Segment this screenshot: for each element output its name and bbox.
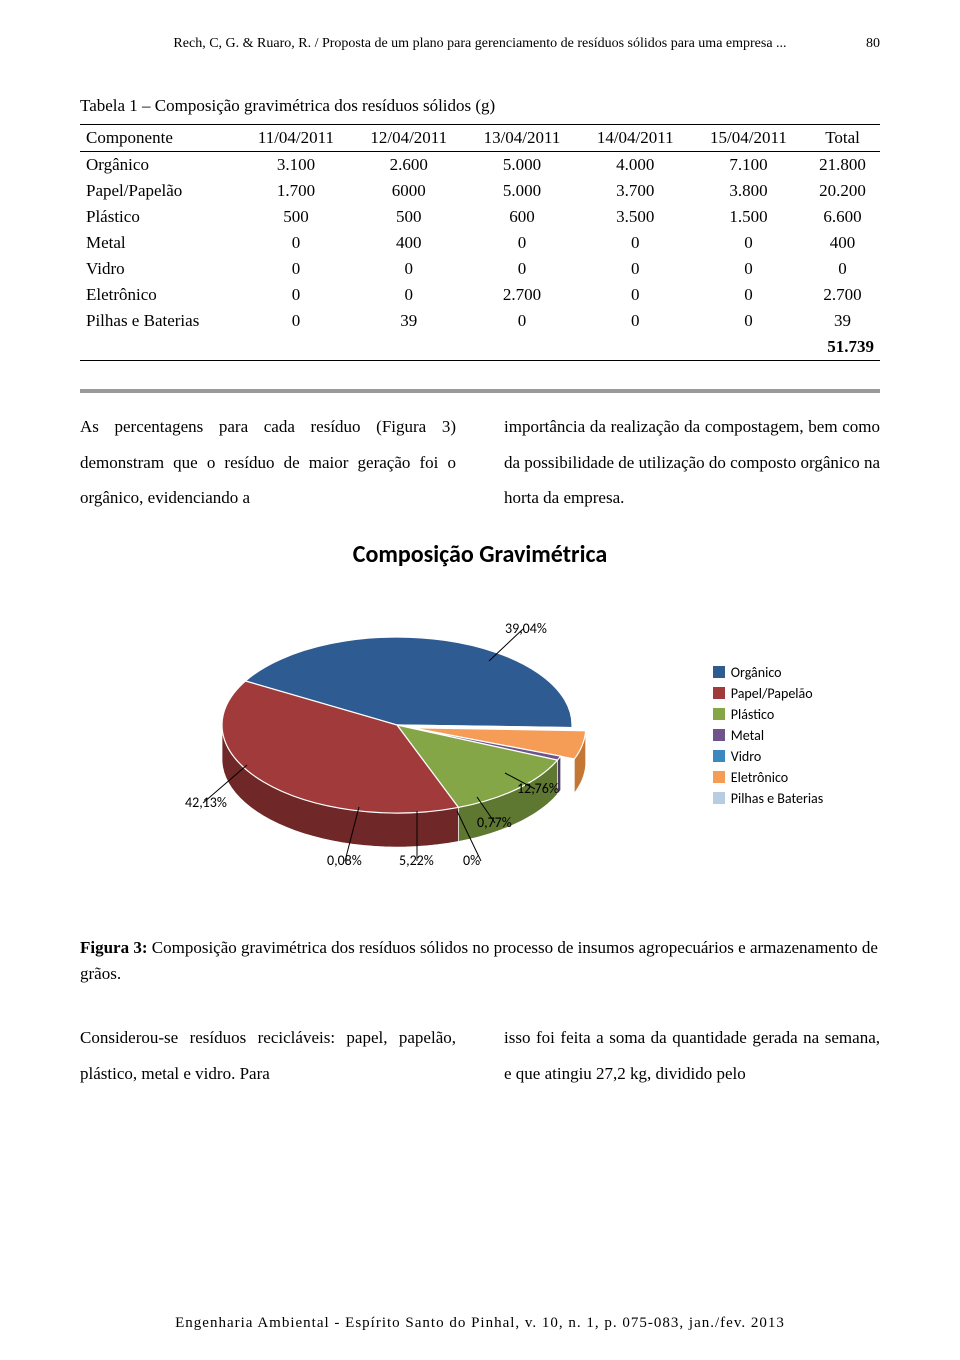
table-header: Componente (80, 125, 240, 152)
chart-title: Composição Gravimétrica (80, 540, 880, 569)
legend-item: Vidro (713, 748, 823, 765)
table-header: 13/04/2011 (465, 125, 578, 152)
legend-item: Pilhas e Baterias (713, 790, 823, 807)
legend-label: Eletrônico (731, 769, 788, 786)
legend-label: Metal (731, 727, 764, 744)
legend-swatch (713, 687, 725, 699)
legend-label: Papel/Papelão (731, 685, 813, 702)
legend-item: Eletrônico (713, 769, 823, 786)
chart-label: 0,08% (327, 852, 362, 869)
legend-swatch (713, 708, 725, 720)
table-row: Pilhas e Baterias03900039 (80, 308, 880, 334)
data-table: Componente11/04/201112/04/201113/04/2011… (80, 124, 880, 361)
legend-label: Vidro (731, 748, 762, 765)
table-header: 11/04/2011 (240, 125, 352, 152)
chart-legend: Orgânico Papel/Papelão Plástico Metal Vidro E… (713, 660, 823, 811)
table-row: Plástico5005006003.5001.5006.600 (80, 204, 880, 230)
legend-label: Plástico (731, 706, 774, 723)
running-head-text: Rech, C, G. & Ruaro, R. / Proposta de um… (173, 36, 786, 52)
legend-item: Papel/Papelão (713, 685, 823, 702)
legend-item: Plástico (713, 706, 823, 723)
table-total-row: 51.739 (80, 334, 880, 361)
page-number: 80 (866, 36, 880, 52)
chart-label: 0% (463, 852, 480, 869)
para-right: importância da realização da compostagem… (504, 409, 880, 516)
table-title: Tabela 1 – Composição gravimétrica dos r… (80, 96, 880, 116)
figure-caption: Figura 3: Composição gravimétrica dos re… (80, 935, 880, 986)
chart-label: 42,13% (185, 794, 227, 811)
chart: Composição Gravimétrica 42,13% 0,08% 5,22%… (80, 540, 880, 895)
table-row: Papel/Papelão1.70060005.0003.7003.80020.… (80, 178, 880, 204)
legend-swatch (713, 729, 725, 741)
table-row: Orgânico3.1002.6005.0004.0007.10021.800 (80, 152, 880, 179)
legend-label: Pilhas e Baterias (731, 790, 823, 807)
legend-label: Orgânico (731, 664, 782, 681)
chart-label: 39,04% (505, 620, 547, 637)
legend-item: Metal (713, 727, 823, 744)
para2-left: Considerou-se resíduos recicláveis: pape… (80, 1020, 456, 1091)
table-row: Vidro000000 (80, 256, 880, 282)
legend-swatch (713, 792, 725, 804)
table-header: 14/04/2011 (579, 125, 692, 152)
figure-caption-text: Composição gravimétrica dos resíduos sól… (80, 938, 878, 983)
table-header: 15/04/2011 (692, 125, 805, 152)
legend-swatch (713, 771, 725, 783)
paragraph-columns: As percentagens para cada resíduo (Figur… (80, 409, 880, 516)
page-footer: Engenharia Ambiental - Espírito Santo do… (0, 1315, 960, 1332)
table-row: Metal0400000400 (80, 230, 880, 256)
paragraph-columns-2: Considerou-se resíduos recicláveis: pape… (80, 1020, 880, 1091)
chart-label: 5,22% (399, 852, 434, 869)
chart-label: 0,77% (477, 814, 512, 831)
running-head: Rech, C, G. & Ruaro, R. / Proposta de um… (80, 36, 880, 52)
table-row: Eletrônico002.700002.700 (80, 282, 880, 308)
pie-chart: 42,13% 0,08% 5,22% 0% 0,77% 12,76% 39,04% (137, 575, 697, 895)
grand-total: 51.739 (805, 334, 880, 361)
divider (80, 389, 880, 393)
legend-swatch (713, 750, 725, 762)
legend-swatch (713, 666, 725, 678)
legend-item: Orgânico (713, 664, 823, 681)
chart-label: 12,76% (517, 780, 559, 797)
para2-right: isso foi feita a soma da quantidade gera… (504, 1020, 880, 1091)
table-header: Total (805, 125, 880, 152)
table-header: 12/04/2011 (352, 125, 465, 152)
para-left: As percentagens para cada resíduo (Figur… (80, 409, 456, 516)
